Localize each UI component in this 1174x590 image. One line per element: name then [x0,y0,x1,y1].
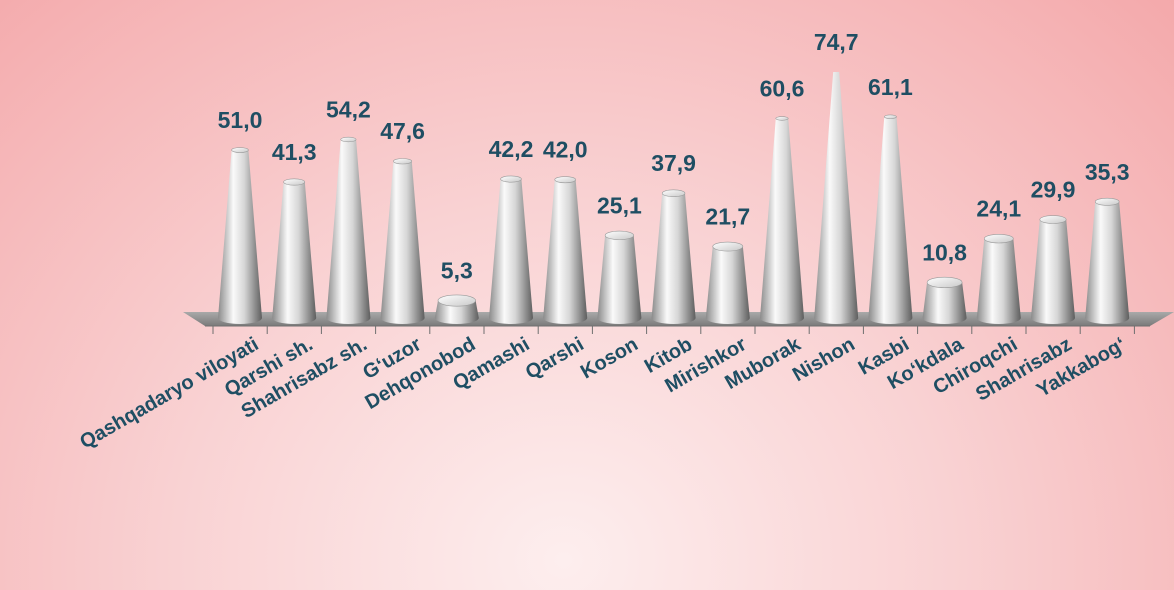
data-label: 29,9 [1031,177,1076,203]
data-label: 42,0 [543,137,588,163]
bar [651,189,696,324]
data-label: 41,3 [272,139,317,165]
bar-series [218,72,1130,325]
bar [705,241,750,324]
bar [543,176,588,324]
data-label: 25,1 [597,192,642,218]
bar [489,175,533,324]
bar [976,233,1021,324]
data-label: 42,2 [489,136,534,162]
data-label: 60,6 [760,75,805,101]
bar [868,114,913,325]
bar [760,116,804,324]
data-label: 61,1 [868,74,913,100]
x-ticks [212,326,1135,334]
bar [434,294,479,324]
bar [380,158,425,324]
bar [922,276,967,324]
data-label: 54,2 [326,97,371,123]
bar [1031,215,1075,324]
data-label: 47,6 [380,118,425,144]
bar [326,136,371,324]
category-label: Nishon [789,333,859,386]
bar [597,230,642,324]
bar [218,147,262,324]
data-label: 74,7 [814,29,859,55]
data-label: 10,8 [922,239,967,265]
category-label: Qarshi [522,333,588,384]
bar [814,72,859,324]
data-label: 35,3 [1085,159,1130,185]
value-labels: 51,0 41,3 54,2 47,6 5,3 42,2 42,0 25,1 37,9 21,7 6… [218,29,1130,284]
data-label: 37,9 [651,150,696,176]
bar [1085,197,1130,324]
category-label: Koson [577,333,642,383]
data-label: 24,1 [976,196,1021,222]
data-label: 51,0 [218,107,263,133]
data-label: 5,3 [441,258,473,284]
bar [272,178,317,324]
data-label: 21,7 [705,204,750,230]
